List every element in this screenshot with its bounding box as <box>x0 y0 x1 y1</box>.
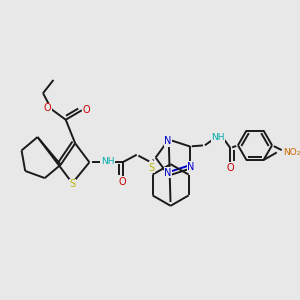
Text: O: O <box>83 105 90 115</box>
Text: S: S <box>149 163 155 173</box>
Text: O: O <box>119 177 126 187</box>
Text: N: N <box>164 168 172 178</box>
Text: O: O <box>44 103 52 113</box>
Text: N: N <box>164 136 172 146</box>
Text: NO₂: NO₂ <box>283 148 300 157</box>
Text: NH: NH <box>211 133 225 142</box>
Text: S: S <box>69 179 75 189</box>
Text: N: N <box>187 162 194 172</box>
Text: O: O <box>226 163 234 173</box>
Text: NH: NH <box>100 157 114 166</box>
